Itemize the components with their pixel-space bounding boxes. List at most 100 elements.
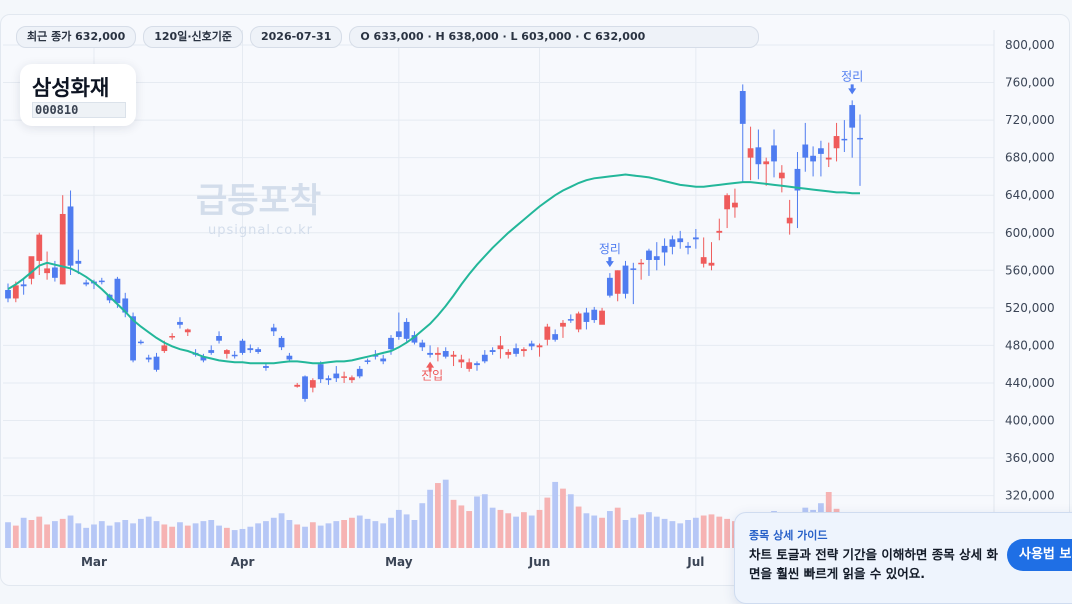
candle[interactable] [818,140,824,177]
candle[interactable] [169,333,176,340]
candle[interactable] [83,279,90,287]
candle[interactable] [302,375,308,402]
candle[interactable] [223,349,230,359]
candle[interactable] [247,344,254,353]
candle[interactable] [489,347,496,355]
candle[interactable] [567,314,574,323]
candle[interactable] [732,188,738,218]
candle[interactable] [669,235,676,255]
candle[interactable] [825,142,832,168]
candle[interactable] [692,228,699,249]
candle[interactable] [786,199,793,235]
candle[interactable] [520,347,527,357]
candle[interactable] [317,361,324,383]
candle[interactable] [763,157,770,186]
candle[interactable] [599,307,605,325]
candle[interactable] [200,353,207,363]
candle[interactable] [59,195,66,285]
candle[interactable] [309,378,316,393]
candle[interactable] [177,317,183,329]
candle[interactable] [208,345,215,355]
candle[interactable] [513,343,519,357]
candle[interactable] [833,122,840,162]
candle[interactable] [646,248,652,276]
candle[interactable] [497,336,504,359]
candle[interactable] [341,371,348,383]
candle[interactable] [708,242,715,271]
candle[interactable] [75,249,82,275]
candle[interactable] [458,354,465,368]
candle[interactable] [528,340,535,351]
candle[interactable] [153,352,160,372]
candle[interactable] [505,349,512,359]
candle[interactable] [122,292,129,318]
candle[interactable] [403,318,410,342]
candle[interactable] [466,358,473,372]
candle[interactable] [794,152,801,229]
candle[interactable] [481,350,488,364]
candle[interactable] [841,120,848,153]
candle[interactable] [435,347,441,362]
candle[interactable] [802,122,809,172]
candle[interactable] [419,339,426,352]
candle[interactable] [137,339,144,345]
candle[interactable] [5,283,11,303]
candle[interactable] [270,323,277,337]
candle[interactable] [552,329,559,342]
candle[interactable] [356,366,363,379]
candle[interactable] [442,347,449,359]
candle[interactable] [427,345,433,358]
candle[interactable] [677,230,684,249]
candle[interactable] [857,114,863,186]
candle[interactable] [716,218,723,241]
candle[interactable] [583,307,590,330]
candle[interactable] [622,260,629,299]
candle[interactable] [849,100,856,158]
candle[interactable] [364,358,371,365]
candle[interactable] [724,193,731,229]
candle[interactable] [575,311,582,333]
candle[interactable] [810,146,816,177]
candle[interactable] [747,126,754,181]
candles[interactable] [5,84,863,402]
candle[interactable] [778,165,785,193]
candle[interactable] [544,323,551,346]
candle[interactable] [216,331,222,344]
candle[interactable] [606,273,613,298]
candle[interactable] [325,375,332,385]
candle[interactable] [255,347,262,354]
candle[interactable] [661,238,668,266]
candle[interactable] [395,312,402,340]
candle[interactable] [771,129,777,178]
candle[interactable] [98,277,105,285]
candle[interactable] [591,306,598,323]
candle[interactable] [231,351,238,359]
candle[interactable] [450,351,457,367]
candle[interactable] [184,328,191,337]
candle[interactable] [36,232,43,275]
candle[interactable] [20,277,27,295]
candle[interactable] [380,354,387,365]
candle[interactable] [263,363,269,371]
candle[interactable] [630,262,637,305]
candle[interactable] [145,354,152,363]
candle[interactable] [653,242,660,271]
candle[interactable] [114,276,121,308]
candle[interactable] [638,259,645,280]
candle[interactable] [349,375,355,383]
guide-button[interactable]: 사용법 보기 [1007,539,1072,571]
candle[interactable] [67,190,74,275]
candle[interactable] [739,84,746,183]
candle[interactable] [239,338,246,355]
candle[interactable] [44,251,50,280]
candle[interactable] [614,270,621,302]
candle[interactable] [560,320,566,338]
candle[interactable] [755,129,762,180]
candle[interactable] [294,382,301,388]
candle[interactable] [333,366,340,383]
candle[interactable] [700,237,707,268]
candle[interactable] [474,361,480,371]
candle[interactable] [685,242,691,255]
candle[interactable] [278,336,285,351]
candle[interactable] [536,343,543,357]
